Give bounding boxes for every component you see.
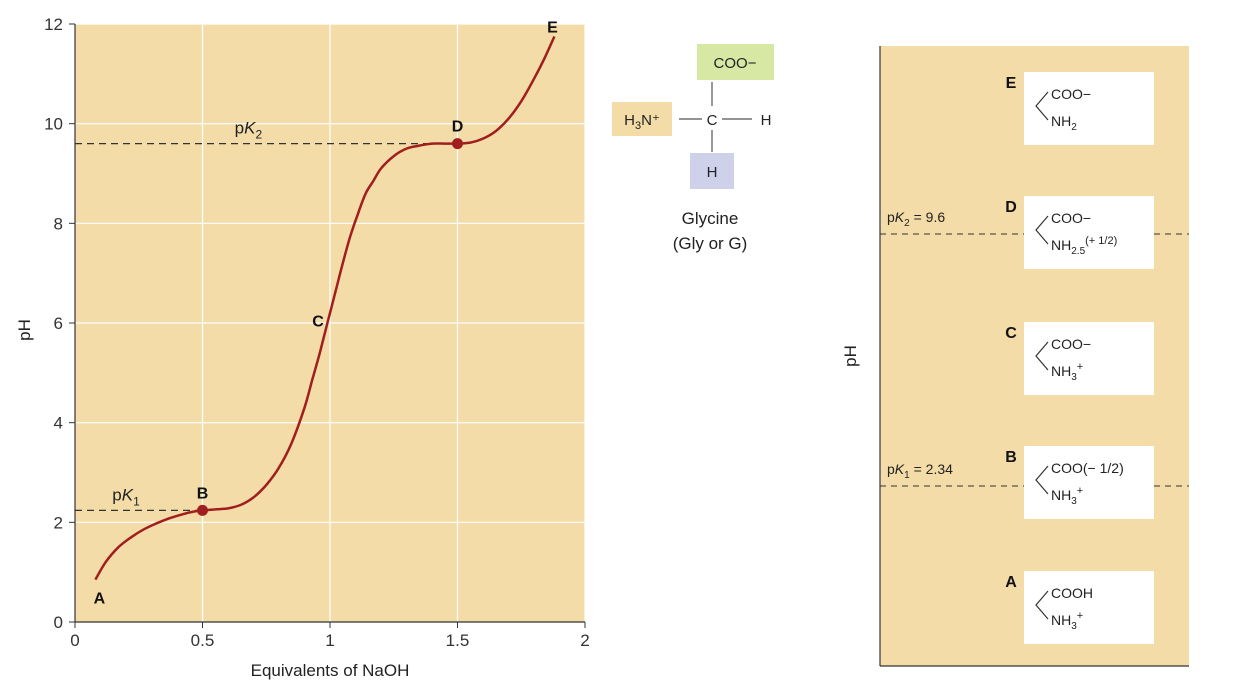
ionization-diagram: pH pK2 = 9.6 pK1 = 2.34 E COO− NH2 D COO− NH2.… <box>841 46 1189 667</box>
level-a: A COOH NH3+ <box>1005 571 1154 644</box>
level-bracket <box>1035 215 1049 245</box>
y-tick-label: 4 <box>54 414 63 433</box>
level-top-group: COO− <box>1051 210 1091 226</box>
glycine-name: Glycine <box>682 209 739 228</box>
point-label-e: E <box>547 19 558 36</box>
point-marker-d <box>452 138 463 150</box>
x-tick-label: 0 <box>70 631 79 650</box>
level-bottom-group: NH2.5(+ 1/2) <box>1051 235 1117 257</box>
level-box <box>1024 446 1154 519</box>
y-tick-label: 12 <box>44 15 63 34</box>
level-id: E <box>1006 75 1017 92</box>
pk-label: pK1 <box>112 485 140 508</box>
level-id: B <box>1005 449 1017 466</box>
diagram-y-label: pH <box>841 345 860 367</box>
point-marker-b <box>197 504 208 516</box>
level-box <box>1024 571 1154 644</box>
level-bracket <box>1035 91 1049 121</box>
level-c: C COO− NH3+ <box>1005 322 1154 395</box>
hydrogen-right: H <box>761 112 772 129</box>
level-e: E COO− NH2 <box>1006 72 1154 145</box>
y-tick-label: 2 <box>54 513 63 532</box>
level-bracket <box>1035 341 1049 371</box>
level-bottom-group: NH3+ <box>1051 485 1083 507</box>
y-tick-label: 6 <box>54 314 63 333</box>
y-tick-labels: 0 2 4 6 8 10 12 <box>44 15 75 632</box>
level-b: B COO(− 1/2) NH3+ <box>1005 446 1154 519</box>
y-tick-label: 8 <box>54 214 63 233</box>
carboxyl-group: COO− <box>714 55 757 72</box>
y-axis-label: pH <box>15 319 34 341</box>
diagram-pk-label: pK2 = 9.6 <box>887 209 945 229</box>
level-top-group: COO(− 1/2) <box>1051 460 1124 476</box>
diagram-levels: E COO− NH2 D COO− NH2.5(+ 1/2) C COO− NH3+ B COO(−… <box>1005 72 1154 644</box>
gridlines <box>75 23 586 622</box>
level-id: D <box>1005 199 1017 216</box>
x-tick-labels: 0 0.5 1 1.5 2 <box>70 622 590 650</box>
side-chain-box <box>690 153 734 189</box>
level-bracket <box>1035 590 1049 620</box>
point-label-a: A <box>94 591 106 608</box>
point-label-b: B <box>197 485 209 502</box>
glycine-abbrev: (Gly or G) <box>673 234 748 253</box>
pk-reference-lines: pK1 pK2 <box>75 119 458 511</box>
x-tick-label: 0.5 <box>191 631 215 650</box>
level-id: A <box>1005 574 1017 591</box>
amino-box <box>612 102 672 136</box>
level-id: C <box>1005 325 1017 342</box>
pk-label: pK2 <box>235 119 263 142</box>
titration-chart: pK1 pK2 A B C D E 0 0.5 1 1.5 2 0 2 4 6 8 10 12 Equival… <box>15 15 590 680</box>
x-tick-label: 2 <box>580 631 589 650</box>
point-markers <box>197 138 463 516</box>
level-bottom-group: NH2 <box>1051 113 1077 133</box>
carboxyl-box <box>697 44 774 80</box>
level-box <box>1024 72 1154 145</box>
level-bottom-group: NH3+ <box>1051 610 1083 632</box>
level-top-group: COO− <box>1051 336 1091 352</box>
side-chain: H <box>707 164 718 181</box>
point-labels: A B C D E <box>94 19 558 607</box>
level-bottom-group: NH3+ <box>1051 361 1083 383</box>
glycine-structure: COO− H3N⁺ C H H Glycine (Gly or G) <box>612 44 774 253</box>
x-axis-label: Equivalents of NaOH <box>251 661 410 680</box>
level-d: D COO− NH2.5(+ 1/2) <box>1005 196 1154 269</box>
point-label-d: D <box>452 119 464 136</box>
diagram-pk-label: pK1 = 2.34 <box>887 461 953 481</box>
y-tick-label: 0 <box>54 613 63 632</box>
amino-group: H3N⁺ <box>624 112 660 132</box>
titration-curve <box>94 35 556 581</box>
level-box <box>1024 196 1154 269</box>
x-tick-label: 1 <box>325 631 334 650</box>
level-box <box>1024 322 1154 395</box>
diagram-pk-lines: pK2 = 9.6 pK1 = 2.34 <box>880 209 1189 487</box>
point-label-c: C <box>312 313 324 330</box>
level-top-group: COOH <box>1051 585 1093 601</box>
level-top-group: COO− <box>1051 86 1091 102</box>
alpha-carbon: C <box>707 112 718 129</box>
x-tick-label: 1.5 <box>446 631 470 650</box>
y-tick-label: 10 <box>44 115 63 134</box>
level-bracket <box>1035 465 1049 495</box>
